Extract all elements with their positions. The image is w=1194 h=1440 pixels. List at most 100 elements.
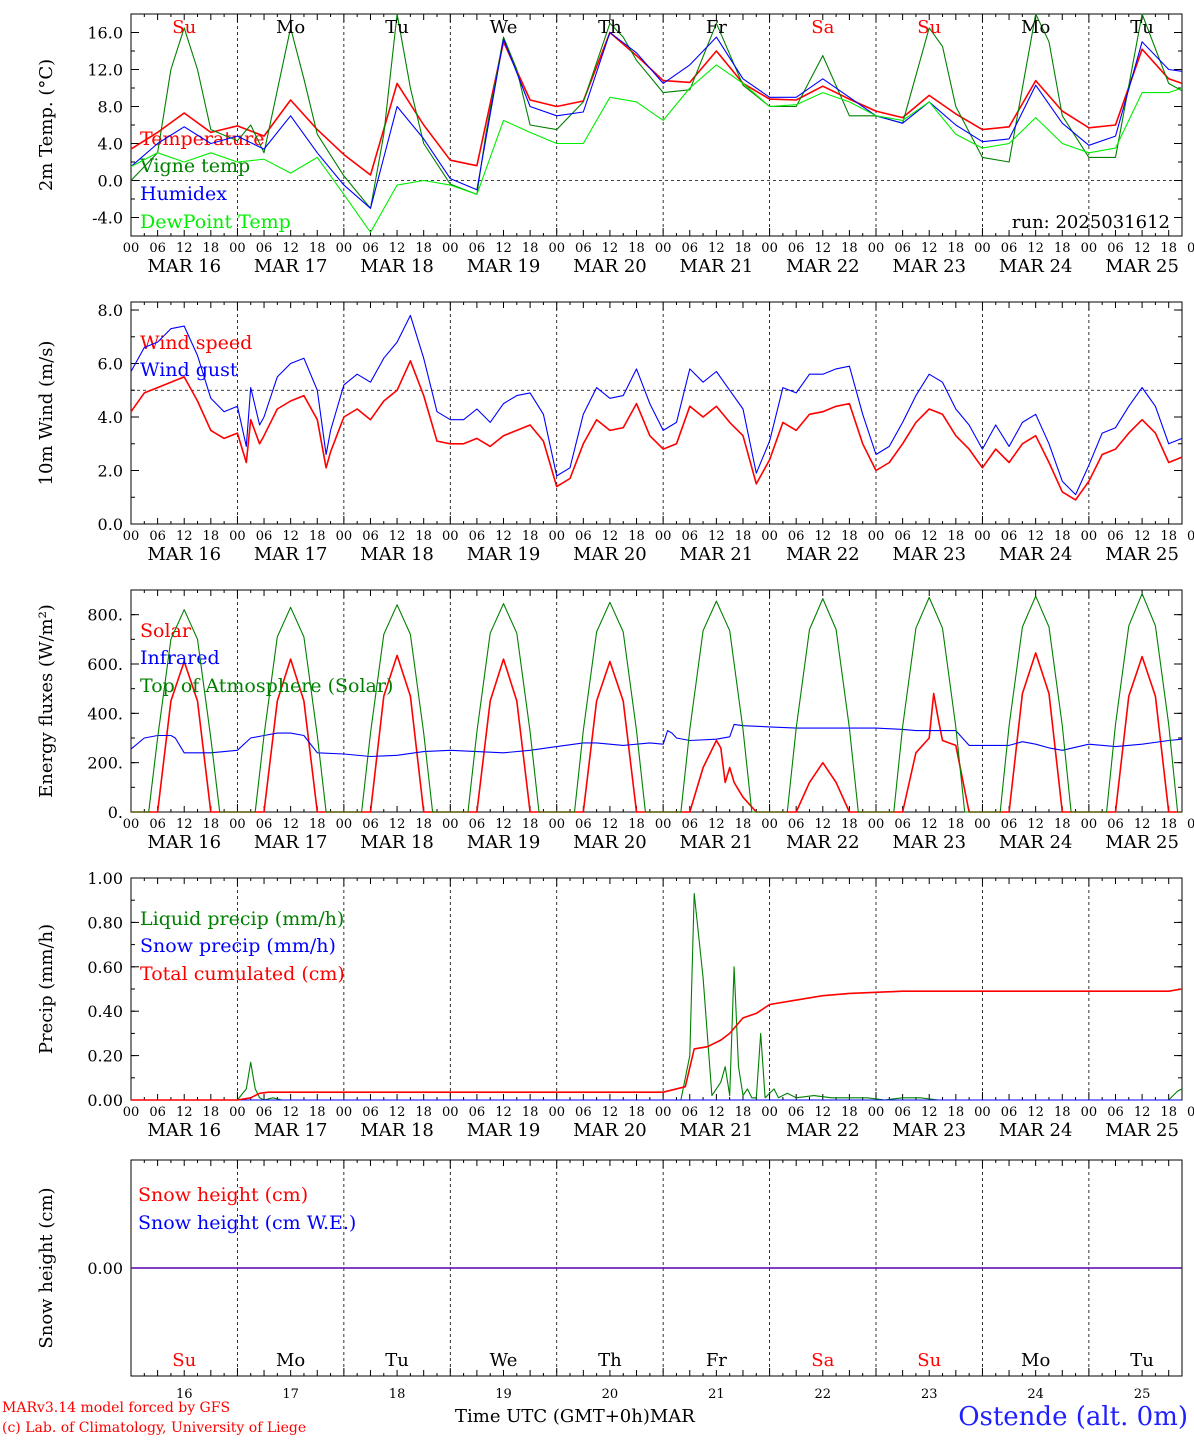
plot-frame — [130, 301, 1183, 525]
x-date-label: MAR 21 — [680, 832, 754, 853]
x-hour-label: 18 — [415, 529, 432, 544]
x-hour-label: 06 — [681, 817, 698, 832]
x-hour-label: 00 — [442, 529, 459, 544]
x-hour-label: 00 — [974, 1105, 991, 1120]
legend-entry: Top of Atmosphere (Solar) — [140, 675, 393, 697]
x-hour-label: 12 — [921, 817, 938, 832]
x-hour-label: 12 — [1134, 817, 1151, 832]
x-date-label: MAR 21 — [680, 256, 754, 277]
x-hour-label: 06 — [469, 241, 486, 256]
x-date-label: MAR 22 — [786, 544, 860, 565]
y-tick-label: 0.20 — [87, 1047, 123, 1066]
x-hour-label: 00 — [761, 241, 778, 256]
x-hour-label: 12 — [921, 1105, 938, 1120]
x-hour-label: 18 — [522, 529, 539, 544]
day-number-label: 19 — [495, 1387, 512, 1402]
day-number-label: 21 — [708, 1387, 725, 1402]
x-hour-label: 12 — [389, 529, 406, 544]
x-hour-label: 12 — [708, 241, 725, 256]
x-hour-label: 00 — [868, 241, 885, 256]
weekday-label: Tu — [1130, 1350, 1154, 1371]
x-date-label: MAR 16 — [147, 1120, 221, 1141]
weekday-label: Fr — [706, 17, 727, 38]
x-hour-label: 00 — [548, 817, 565, 832]
x-hour-label: 00 — [1081, 817, 1098, 832]
x-hour-label: 12 — [602, 817, 619, 832]
y-axis-label: Snow height (cm) — [36, 1187, 57, 1348]
model-credit: MARv3.14 model forced by GFS — [2, 1400, 231, 1416]
x-date-label: MAR 24 — [999, 1120, 1073, 1141]
y-tick-label: 12.0 — [87, 61, 123, 80]
x-hour-label: 18 — [948, 817, 965, 832]
x-hour-label: 06 — [256, 817, 273, 832]
weekday-label: Fr — [706, 1350, 727, 1371]
month-label: MAR — [649, 1406, 695, 1427]
x-hour-label: 18 — [1160, 817, 1177, 832]
x-hour-label: 06 — [256, 1105, 273, 1120]
x-date-label: MAR 16 — [147, 256, 221, 277]
weekday-label: Mo — [1021, 17, 1050, 38]
x-hour-label: 00 — [761, 1105, 778, 1120]
x-hour-label: 06 — [894, 817, 911, 832]
x-hour-label: 06 — [894, 241, 911, 256]
x-hour-label: 06 — [894, 529, 911, 544]
x-hour-label: 18 — [203, 241, 220, 256]
series-line-wind-speed — [130, 359, 1183, 501]
x-hour-label: 00 — [868, 817, 885, 832]
x-hour-label: 12 — [176, 817, 193, 832]
x-hour-label: 06 — [575, 241, 592, 256]
x-hour-label: 00 — [123, 529, 140, 544]
weekday-label: Su — [172, 17, 196, 38]
x-hour-label: 00 — [548, 1105, 565, 1120]
x-hour-label: 00 — [1081, 1105, 1098, 1120]
y-tick-label: 0.0 — [98, 515, 123, 534]
time-axis-label: Time UTC (GMT+0h) — [455, 1406, 650, 1427]
legend-entry: Total cumulated (cm) — [140, 963, 345, 985]
y-tick-label: -4.0 — [92, 209, 123, 228]
x-hour-label: 12 — [708, 1105, 725, 1120]
x-hour-label: 00 — [1187, 241, 1194, 256]
weekday-label: Mo — [276, 1350, 305, 1371]
y-tick-label: 8.0 — [98, 301, 123, 320]
x-hour-label: 12 — [495, 241, 512, 256]
y-tick-label: 200. — [87, 754, 123, 773]
x-date-label: MAR 25 — [1105, 1120, 1179, 1141]
x-hour-label: 00 — [123, 1105, 140, 1120]
weekday-label: Th — [598, 17, 622, 38]
x-hour-label: 12 — [1134, 529, 1151, 544]
x-hour-label: 12 — [282, 529, 299, 544]
x-hour-label: 06 — [1001, 817, 1018, 832]
weekday-label: We — [490, 17, 518, 38]
x-date-label: MAR 23 — [892, 256, 966, 277]
x-hour-label: 00 — [761, 817, 778, 832]
x-hour-label: 18 — [841, 529, 858, 544]
panel-2: 0.0 2.0 4.0 6.0 8.0 10m Wind (m/s) Wind speed W… — [36, 301, 1194, 565]
y-tick-label: 16.0 — [87, 24, 123, 43]
x-hour-label: 18 — [522, 1105, 539, 1120]
x-hour-label: 06 — [788, 1105, 805, 1120]
weekday-label: Su — [172, 1350, 196, 1371]
x-hour-label: 00 — [548, 241, 565, 256]
x-hour-label: 18 — [203, 1105, 220, 1120]
legend-entry: Temperature — [140, 128, 264, 150]
x-hour-label: 00 — [974, 241, 991, 256]
x-hour-label: 06 — [681, 241, 698, 256]
x-hour-label: 18 — [948, 241, 965, 256]
x-hour-label: 06 — [149, 817, 166, 832]
x-date-label: MAR 20 — [573, 1120, 647, 1141]
y-tick-label: 4.0 — [98, 408, 123, 427]
x-hour-label: 00 — [1187, 529, 1194, 544]
y-axis-label: Energy fluxes (W/m²) — [36, 604, 57, 798]
day-number-label: 16 — [176, 1387, 193, 1402]
x-hour-label: 06 — [1001, 529, 1018, 544]
weekday-label: Sa — [811, 17, 834, 38]
x-hour-label: 00 — [548, 529, 565, 544]
x-hour-label: 12 — [282, 817, 299, 832]
x-hour-label: 18 — [522, 817, 539, 832]
x-hour-label: 00 — [336, 1105, 353, 1120]
y-tick-label: 8.0 — [98, 98, 123, 117]
x-hour-label: 00 — [1187, 817, 1194, 832]
day-number-label: 18 — [389, 1387, 406, 1402]
x-hour-label: 06 — [1107, 529, 1124, 544]
x-hour-label: 12 — [815, 241, 832, 256]
